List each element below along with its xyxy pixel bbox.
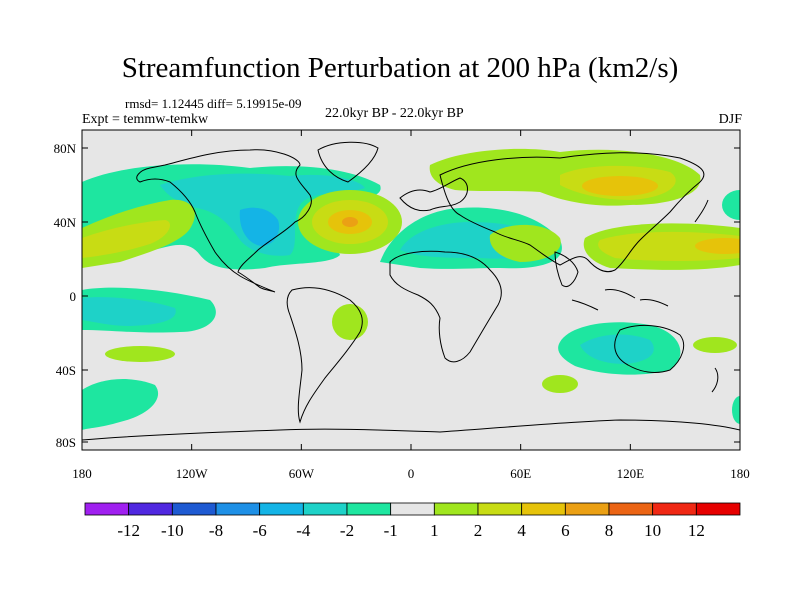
colorbar-label: 4 [517, 521, 526, 540]
page-title: Streamfunction Perturbation at 200 hPa (… [121, 52, 679, 84]
colorbar-swatch [521, 502, 566, 516]
colorbar-label: -8 [209, 521, 223, 540]
lon-tick-label: 180 [730, 466, 750, 481]
lon-tick-label: 60E [510, 466, 531, 481]
contour-aus-right-green [693, 337, 737, 353]
contour-sp2-green [105, 346, 175, 362]
contour-sib-gold [582, 176, 658, 196]
colorbar-swatch [346, 502, 392, 516]
lat-tick-label: 0 [70, 289, 77, 304]
contour-ea-gold [695, 238, 740, 254]
experiment-label: Expt = temmw-temkw [82, 112, 209, 127]
colorbar-swatch [433, 502, 479, 516]
colorbar: -12 -10 -8 -6 -4 -2 -1 1 2 4 6 8 10 12 [84, 502, 741, 540]
colorbar-swatch [652, 502, 697, 516]
contour-atl-orange [342, 217, 358, 227]
colorbar-swatch [259, 502, 304, 516]
season-label: DJF [718, 112, 742, 127]
colorbar-label: 1 [430, 521, 439, 540]
colorbar-swatch [128, 502, 173, 516]
colorbar-swatch [695, 502, 741, 516]
stats-label: rmsd= 1.12445 diff= 5.19915e-09 [125, 96, 302, 111]
colorbar-swatch [215, 502, 261, 516]
contour-aus-cyan [580, 334, 654, 364]
colorbar-swatch [477, 502, 523, 516]
coastlines [82, 141, 740, 441]
lat-tick-label: 40N [54, 215, 77, 230]
contour-teal-na [239, 207, 280, 246]
lon-tick-label: 180 [72, 466, 92, 481]
lon-tick-label: 120W [176, 466, 209, 481]
colorbar-label: 10 [644, 521, 661, 540]
contour-ea-yellow [598, 231, 740, 261]
contour-sa-green [542, 375, 578, 393]
lat-tick-label: 80S [56, 435, 76, 450]
contour-sam-green [332, 304, 368, 340]
colorbar-label: -2 [340, 521, 354, 540]
period-label: 22.0kyr BP - 22.0kyr BP [325, 106, 464, 121]
colorbar-swatch [84, 502, 130, 516]
colorbar-label: -6 [253, 521, 267, 540]
lon-tick-label: 60W [289, 466, 315, 481]
colorbar-swatch [608, 502, 654, 516]
colorbar-label: 6 [561, 521, 570, 540]
contour-pacific-yellow [82, 220, 170, 258]
contour-so-green [82, 378, 159, 430]
contour-sp-cyan [82, 297, 176, 326]
contour-layer [82, 141, 740, 441]
colorbar-label: 8 [605, 521, 614, 540]
colorbar-swatch [302, 502, 348, 516]
colorbar-swatch [564, 502, 610, 516]
colorbar-label: -12 [117, 521, 140, 540]
colorbar-label: 2 [474, 521, 483, 540]
lat-tick-label: 40S [56, 363, 76, 378]
lon-tick-label: 0 [408, 466, 415, 481]
colorbar-label: -4 [296, 521, 311, 540]
contour-edge-green-s [732, 396, 740, 424]
lat-tick-label: 80N [54, 141, 77, 156]
colorbar-label: -1 [384, 521, 398, 540]
colorbar-swatch [390, 502, 435, 516]
colorbar-label: -10 [161, 521, 184, 540]
colorbar-swatch [171, 502, 217, 516]
lon-tick-label: 120E [617, 466, 645, 481]
lat-axis: 80N 40N 0 40S 80S [54, 141, 740, 450]
contour-edge-green-n [722, 190, 740, 220]
colorbar-label: 12 [688, 521, 705, 540]
lon-axis: 180 120W 60W 0 60E 120E 180 [72, 130, 750, 481]
